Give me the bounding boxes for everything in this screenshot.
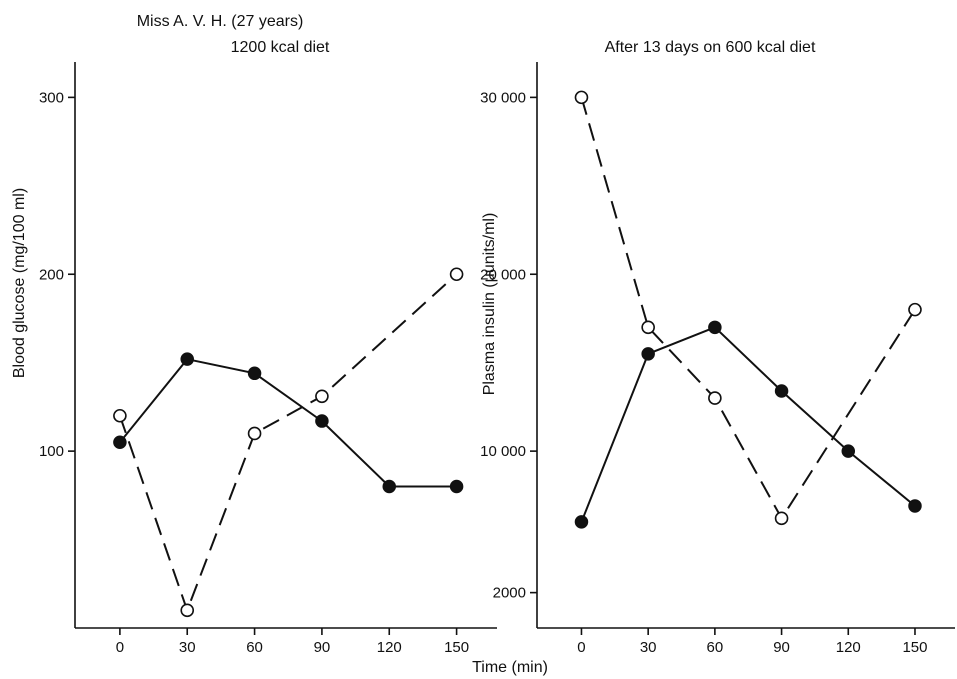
right-dashed-series-line <box>580 97 916 521</box>
right-solid-series-point <box>574 515 589 529</box>
right-solid-series-point <box>908 499 922 513</box>
left-y-tick-label: 100 <box>39 443 64 460</box>
left-dashed-series-line <box>118 273 458 614</box>
right-dashed-series-point <box>774 511 789 526</box>
left-solid-series-point <box>315 414 329 428</box>
right-x-tick-label: 90 <box>773 639 790 656</box>
right-y-axis-label: Plasma insulin (μunits/ml) <box>481 213 498 396</box>
left-dashed-series-point <box>180 603 195 618</box>
left-chart-subtitle: 1200 kcal diet <box>231 39 330 56</box>
left-x-tick-label: 120 <box>377 639 402 656</box>
right-chart-title: After 13 days on 600 kcal diet <box>605 39 816 56</box>
right-x-tick-label: 60 <box>707 639 724 656</box>
right-x-tick-label: 30 <box>640 639 657 656</box>
right-plot-area: 2000 10 000 20 000 30 000 0 30 60 90 120 150 <box>480 62 955 656</box>
left-chart-title: Miss A. V. H. (27 years) <box>137 13 304 30</box>
left-x-tick-label: 60 <box>246 639 263 656</box>
left-panel: Miss A. V. H. (27 years) 1200 kcal diet … <box>11 13 497 656</box>
right-x-tick-label: 150 <box>902 639 927 656</box>
left-dashed-series-point <box>449 267 464 282</box>
right-solid-series-point <box>841 444 856 458</box>
right-solid-series-point <box>708 320 722 335</box>
left-solid-series-point <box>113 435 127 450</box>
left-x-tick-label: 90 <box>314 639 331 656</box>
left-x-tick-label: 150 <box>444 639 469 656</box>
left-solid-series-point <box>382 479 397 494</box>
right-y-tick-label: 10 000 <box>480 443 526 460</box>
right-y-tick-label: 2000 <box>493 585 526 602</box>
left-dashed-series-point <box>113 408 127 423</box>
left-solid-series-point <box>449 479 464 494</box>
right-solid-series-point <box>774 384 789 398</box>
right-dashed-series-point <box>908 302 922 317</box>
left-y-tick-label: 300 <box>39 89 64 106</box>
left-dashed-series-point <box>315 389 329 404</box>
right-y-tick-label: 30 000 <box>480 89 526 106</box>
left-solid-series-point <box>180 352 194 366</box>
left-solid-series-point <box>247 366 262 381</box>
x-axis-label: Time (min) <box>472 659 548 676</box>
right-dashed-series-point <box>574 90 589 105</box>
left-y-axis-label: Blood glucose (mg/100 ml) <box>11 188 28 378</box>
left-y-tick-label: 200 <box>39 266 64 283</box>
right-dashed-series-point <box>641 320 655 335</box>
right-x-tick-label: 120 <box>836 639 861 656</box>
right-panel: After 13 days on 600 kcal diet Plasma in… <box>480 39 955 656</box>
right-x-tick-label: 0 <box>577 639 585 656</box>
left-x-tick-label: 0 <box>116 639 124 656</box>
right-solid-series-line <box>580 326 916 523</box>
left-dashed-series-point <box>247 426 262 441</box>
right-dashed-series-point <box>708 391 722 405</box>
right-y-tick-label: 20 000 <box>480 266 526 283</box>
right-solid-series-point <box>641 347 655 361</box>
left-x-tick-label: 30 <box>179 639 196 656</box>
left-plot-area: 100 200 300 0 30 60 90 120 150 <box>39 62 497 656</box>
left-solid-series-line <box>119 358 457 488</box>
